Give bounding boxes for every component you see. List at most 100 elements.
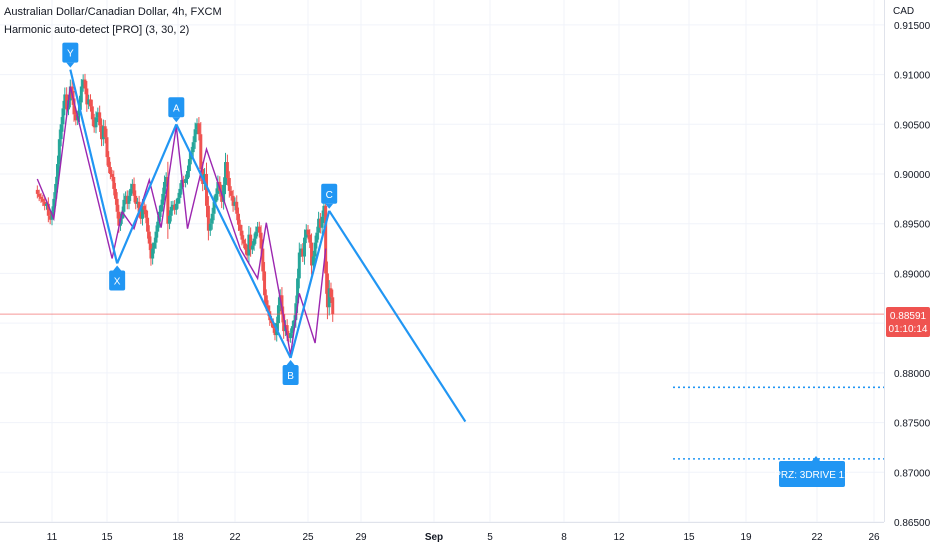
candle-body — [161, 193, 165, 205]
candle-body — [108, 167, 112, 174]
chart-grid — [0, 0, 884, 523]
candle-body — [220, 190, 224, 202]
x-tick-label: 26 — [868, 532, 880, 543]
price-axis[interactable]: 0.91500 0.91000 0.90500 0.90000 0.89500 0.890… — [884, 0, 931, 529]
candle-body — [112, 176, 116, 189]
candle-body — [144, 209, 148, 218]
candle-body — [263, 271, 267, 296]
candle-body — [107, 157, 111, 168]
candle-body — [193, 129, 197, 143]
candle-body — [324, 205, 328, 274]
candle-body — [294, 303, 298, 321]
candle-body — [199, 134, 203, 170]
y-tick-label: 0.90500 — [894, 120, 931, 131]
candle-body — [159, 204, 163, 212]
candle-body — [174, 203, 178, 210]
candle-body — [52, 198, 56, 212]
pattern-point-pointer — [66, 62, 75, 68]
candle-body — [259, 232, 263, 249]
zigzag-overlay — [36, 86, 327, 356]
candle-body — [203, 174, 207, 184]
candle-body — [186, 171, 189, 179]
candle-body — [197, 123, 201, 135]
candle-body — [100, 125, 103, 140]
x-tick-label: 25 — [302, 532, 314, 543]
candle-body — [124, 195, 128, 200]
candle-body — [164, 176, 168, 182]
prz-label-badge: PRZ: 3DRIVE 12 — [774, 456, 850, 487]
candle-body — [235, 201, 239, 214]
candle-body — [89, 99, 92, 107]
candle-body — [178, 188, 182, 198]
candle-body — [182, 179, 186, 183]
candle-body — [72, 98, 76, 115]
candle-body — [180, 179, 184, 189]
candle-body — [222, 184, 226, 202]
candle-body — [142, 205, 146, 210]
candle-body — [249, 234, 253, 250]
indicator-legend[interactable]: Harmonic auto-detect [PRO] (3, 30, 2) — [4, 24, 190, 36]
candle-body — [85, 88, 89, 105]
candle-body — [122, 199, 126, 212]
candle-body — [48, 215, 52, 220]
y-tick-label: 0.86500 — [894, 518, 931, 529]
candle-body — [224, 162, 227, 185]
pattern-point-marker — [321, 183, 338, 204]
candle-body — [83, 79, 87, 89]
candle-body — [245, 249, 249, 256]
candle-body — [311, 256, 315, 266]
candle-body — [74, 114, 78, 121]
candle-body — [210, 213, 214, 224]
x-tick-label: 11 — [47, 532, 58, 543]
candle-body — [79, 86, 83, 103]
pattern-point-label: X — [114, 276, 121, 287]
candle-body — [130, 183, 134, 189]
candle-body — [306, 229, 310, 235]
candle-body — [168, 215, 172, 224]
candle-body — [313, 242, 317, 257]
candle-body — [216, 181, 220, 194]
candle-body — [242, 239, 246, 244]
candle-body — [35, 189, 39, 194]
candle-body — [117, 211, 121, 226]
candle-body — [308, 234, 312, 243]
candle-body — [247, 234, 251, 256]
candle-body — [214, 193, 218, 202]
candle-body — [139, 211, 143, 219]
y-tick-label: 0.89500 — [894, 220, 931, 231]
candle-body — [297, 252, 301, 279]
candle-body — [137, 201, 141, 212]
candle-body — [171, 204, 175, 207]
x-tick-label: 12 — [613, 532, 625, 543]
candle-body — [254, 231, 258, 239]
y-tick-label: 0.91000 — [894, 71, 931, 82]
y-tick-label: 0.87000 — [894, 468, 931, 479]
zigzag-line — [36, 86, 327, 356]
candle-body — [105, 137, 109, 158]
candle-body — [195, 123, 199, 130]
candle-body — [169, 206, 173, 216]
y-tick-label: 0.91500 — [894, 21, 931, 32]
x-tick-label: 29 — [355, 532, 367, 543]
candle-body — [68, 86, 72, 101]
candle-body — [103, 126, 107, 138]
candle-body — [43, 201, 47, 206]
candle-body — [271, 323, 275, 329]
candle-body — [304, 229, 308, 238]
candle-body — [266, 305, 270, 312]
candle-body — [257, 226, 261, 233]
candle-body — [238, 224, 242, 231]
time-axis[interactable]: 11 15 18 22 25 29 Sep 5 8 12 15 19 22 26 — [0, 522, 884, 544]
candle-body — [206, 205, 210, 231]
candle-body — [250, 245, 254, 250]
candle-body — [149, 243, 153, 259]
candle-body — [325, 273, 329, 308]
candle-body — [285, 325, 289, 336]
prz-label: PRZ: 3DRIVE 12 — [774, 470, 850, 481]
pattern-leg — [116, 123, 178, 264]
pattern-point-marker — [62, 42, 79, 63]
candle-body — [166, 176, 170, 224]
pattern-point-pointer — [286, 359, 295, 365]
y-tick-label: 0.88000 — [894, 369, 931, 380]
